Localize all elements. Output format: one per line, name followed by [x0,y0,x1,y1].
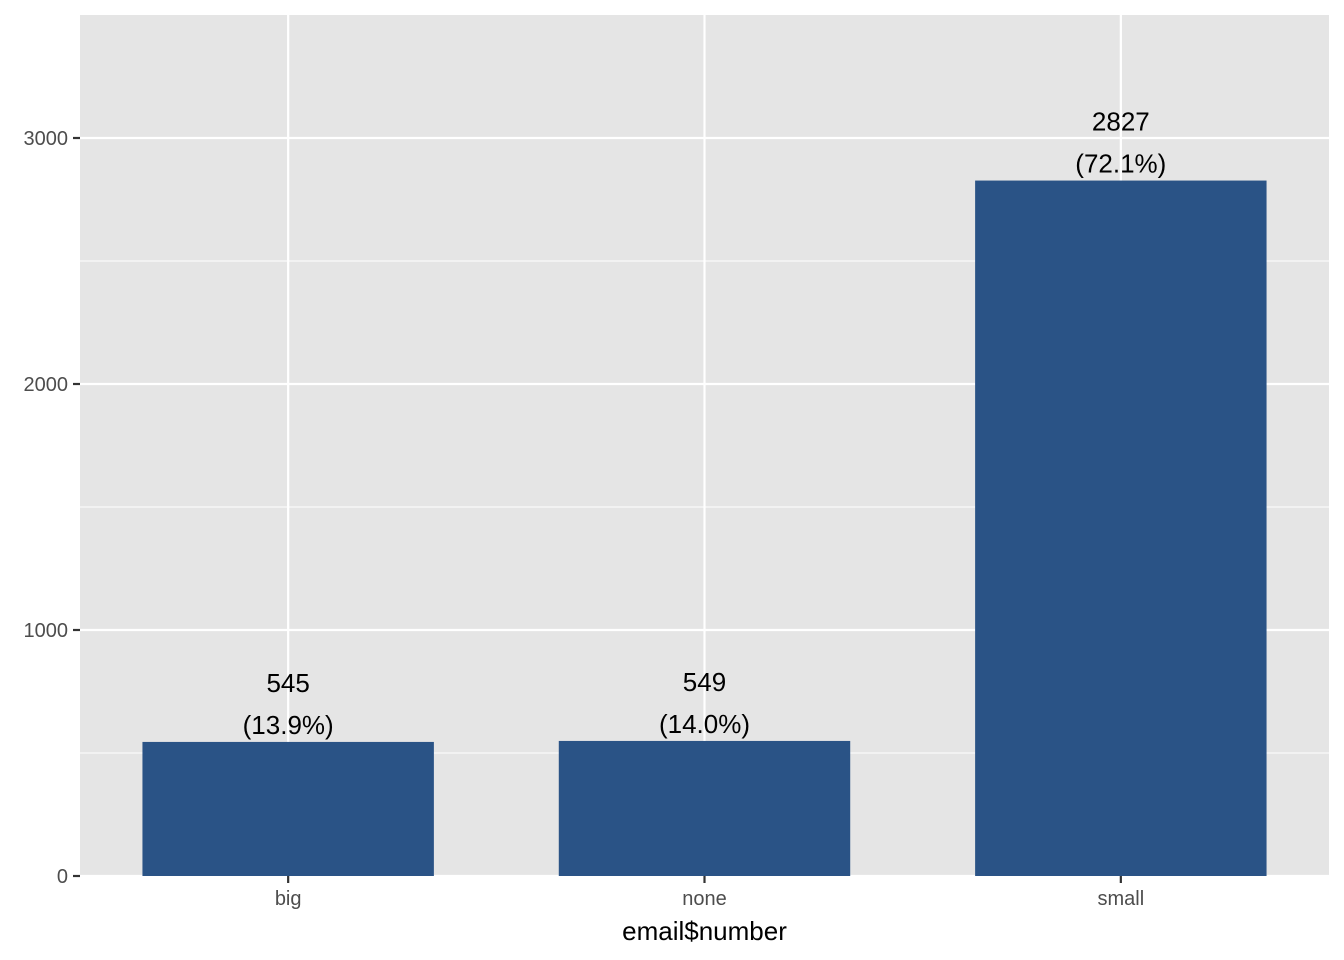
y-tick-label: 0 [57,866,68,888]
y-tick-label: 1000 [24,620,69,642]
bar-small [975,180,1267,877]
x-tick-label: small [1097,888,1144,910]
y-tick-label: 2000 [24,374,69,396]
data-label-count: 549 [683,667,726,697]
x-axis-title: email$number [622,916,787,946]
x-axis: big none small [275,876,1144,910]
y-tick-label: 3000 [24,128,69,150]
data-labels: 545 (13.9%) 549 (14.0%) 2827 (72.1%) [243,107,1167,740]
x-tick-label: none [682,888,727,910]
data-label-count: 545 [266,668,309,698]
data-label-percent: (72.1%) [1075,149,1166,179]
bar-big [142,741,434,876]
data-label-percent: (14.0%) [659,709,750,739]
data-label-percent: (13.9%) [243,710,334,740]
bar-none [558,740,851,876]
data-label-count: 2827 [1092,107,1150,137]
y-axis: 0 1000 2000 3000 [24,128,80,888]
x-tick-label: big [275,888,302,910]
bars [142,180,1267,877]
